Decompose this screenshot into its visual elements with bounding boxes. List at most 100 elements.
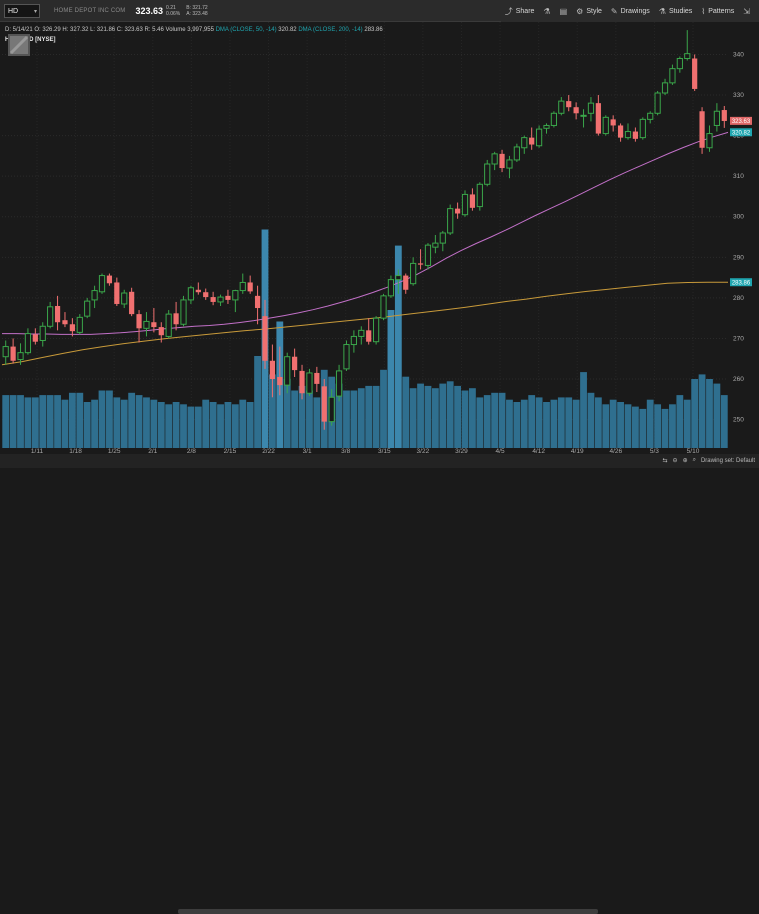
volume-bar [380, 369, 387, 448]
last-price-badge-label: 323.63 [732, 119, 751, 125]
volume-bar [609, 399, 617, 448]
print-icon: ▤ [559, 6, 568, 16]
candle-body-up [47, 306, 54, 327]
volume-bar [194, 406, 202, 448]
company-description: HOME DEPOT INC COM [54, 7, 126, 14]
volume-bar [720, 395, 728, 448]
candle-body-up [24, 333, 32, 354]
volume-bar [106, 390, 113, 448]
candle-body-up [661, 82, 669, 94]
candle-body-up [684, 53, 691, 60]
arrow-icon[interactable]: ⇆ [662, 458, 668, 464]
volume-bar [535, 397, 543, 448]
patterns-button[interactable]: ⌇ Patterns [701, 6, 735, 16]
candle-body-down [573, 107, 579, 114]
candle-body-down [403, 275, 409, 290]
bid-ask: B: 321.72 A: 323.48 [186, 4, 208, 17]
candle-body-down [314, 372, 320, 384]
candle-body-up [343, 344, 350, 370]
flask-icon: ⚗ [543, 6, 551, 16]
dma50-line [2, 131, 729, 335]
candle-body-down [566, 101, 572, 108]
dma50-badge-label: 320.82 [732, 131, 751, 137]
volume-bar [498, 392, 506, 448]
candle-body-up [543, 124, 550, 129]
volume-bar [180, 404, 187, 448]
volume-bar [654, 404, 662, 448]
patterns-icon: ⌇ [701, 6, 706, 16]
volume-bar [602, 404, 610, 448]
candle-body-up [187, 287, 195, 301]
candle-body-up [165, 313, 172, 337]
volume-bar [246, 402, 254, 448]
volume-bar [446, 381, 454, 448]
x-tick-label: 4/26 [609, 448, 622, 454]
horizontal-scrollbar[interactable] [178, 909, 598, 914]
volume-bar [202, 399, 210, 448]
volume-bar [557, 397, 565, 448]
volume-bar [98, 390, 106, 448]
volume-bar [617, 402, 624, 448]
candle-body-up [180, 299, 187, 325]
drawings-button[interactable]: ✎ Drawings [610, 6, 650, 16]
studies-button[interactable]: ⚗ Studies [658, 6, 693, 16]
volume-bar [550, 399, 558, 448]
candle-body-up [713, 110, 720, 126]
candle-body-up [513, 146, 520, 161]
volume-bar [46, 395, 54, 448]
search-icon[interactable]: ⌕ [692, 457, 696, 463]
dma50-badge [730, 128, 752, 137]
volume-bar [402, 376, 410, 448]
flask-button[interactable]: ⚗ [543, 7, 553, 16]
last-price-badge [730, 116, 752, 125]
x-tick-label: 3/1 [303, 448, 312, 454]
volume-bar [165, 404, 173, 448]
candle-body-down [529, 137, 535, 145]
zoom-out-icon[interactable]: ⊖ [672, 458, 678, 464]
volume-bar [669, 404, 676, 448]
candle-body-down [129, 291, 135, 315]
candle-body-up [328, 396, 335, 423]
expand-button[interactable]: ⇲ [743, 7, 753, 16]
volume-bar [76, 392, 84, 448]
volume-bar [431, 388, 439, 448]
candle-body-up [424, 244, 432, 266]
volume-bar [157, 402, 165, 448]
volume-bar [9, 395, 17, 448]
candle-body-up [335, 370, 343, 397]
x-tick-label: 3/8 [341, 448, 350, 454]
candle-body-up [358, 329, 365, 337]
x-tick-label: 2/22 [262, 448, 275, 454]
print-button[interactable]: ▤ [560, 7, 571, 16]
candle-body-down [203, 292, 209, 298]
candle-body-down [692, 58, 698, 89]
candle-body-down [262, 316, 268, 361]
volume-bar [150, 399, 158, 448]
volume-bar [409, 388, 417, 448]
symbol-input[interactable]: HD ▾ [4, 3, 40, 18]
candle-body-up [432, 242, 439, 248]
volume-bar [439, 383, 447, 448]
y-tick-label: 310 [733, 173, 744, 180]
volume-bar [506, 399, 513, 448]
volume-bar [306, 390, 313, 448]
zoom-in-icon[interactable]: ⊕ [682, 458, 688, 464]
volume-bar [417, 383, 424, 448]
share-button[interactable]: ⤴ Share [504, 6, 535, 16]
style-button[interactable]: ⚙ Style [576, 6, 602, 16]
price-change: 0.21 0.06% [166, 4, 181, 17]
volume-bar [698, 374, 706, 448]
candle-body-down [106, 275, 113, 284]
candle-body-down [173, 313, 179, 325]
dma200-badge-label: 283.86 [732, 281, 751, 287]
volume-bar [217, 404, 224, 448]
candle-body-down [225, 295, 231, 300]
price-chart[interactable]: 250260270280290300310320330340 1/111/181… [0, 22, 759, 454]
candle-body-down [595, 103, 601, 134]
candle-body-down [366, 330, 372, 342]
candle-body-up [506, 159, 513, 169]
chart-info: HD 1 Y 1D [NYSE] [5, 37, 55, 43]
candle-body-up [624, 131, 632, 139]
candle-body-up [98, 275, 106, 293]
candle-body-down [632, 131, 639, 139]
